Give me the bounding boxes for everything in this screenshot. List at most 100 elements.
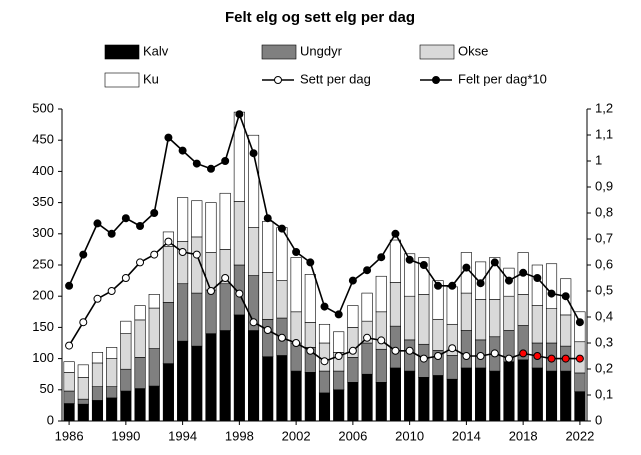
y-tick-label: 300 [32, 225, 54, 240]
marker [277, 333, 286, 342]
bar [489, 299, 501, 338]
bar [446, 378, 458, 422]
marker [263, 326, 272, 334]
bar [290, 370, 302, 422]
marker [391, 346, 400, 355]
marker [263, 214, 272, 223]
bar [134, 388, 146, 422]
bar [560, 314, 572, 347]
bar [404, 370, 416, 422]
x-tick-label: 1990 [111, 428, 140, 443]
x-tick-label: 2010 [395, 428, 424, 443]
bar [191, 200, 203, 238]
y2-tick-label: 0,6 [595, 256, 613, 271]
bar [262, 272, 274, 320]
marker [121, 274, 130, 282]
bar [404, 295, 416, 341]
bar [517, 294, 529, 326]
marker [164, 133, 173, 142]
bar [347, 305, 359, 328]
bar [219, 330, 231, 422]
marker [504, 354, 513, 363]
y-tick-label: 400 [32, 163, 54, 178]
bar [63, 361, 75, 373]
y-tick-label: 350 [32, 194, 54, 209]
marker [575, 354, 584, 363]
bar [148, 348, 160, 387]
y-tick-label: 50 [40, 381, 54, 396]
marker [221, 157, 230, 165]
marker [107, 287, 116, 295]
marker [348, 276, 357, 285]
x-tick-label: 2014 [452, 428, 481, 443]
bar [205, 202, 217, 253]
marker [462, 352, 471, 360]
bar [418, 377, 430, 422]
marker [504, 276, 513, 285]
y2-tick-label: 0,5 [595, 282, 613, 297]
marker [419, 261, 428, 269]
bar [304, 372, 316, 422]
bar [318, 342, 331, 372]
bar [489, 257, 501, 300]
marker [476, 279, 485, 288]
marker [107, 229, 116, 238]
bar [77, 403, 89, 422]
bar [162, 245, 174, 303]
bar [375, 275, 387, 313]
y-tick-label: 150 [32, 319, 54, 334]
legend-label: Ungdyr [300, 43, 343, 58]
marker [334, 310, 343, 319]
bar [475, 299, 487, 341]
bar [531, 367, 543, 422]
bar [517, 359, 529, 422]
bar [120, 368, 132, 392]
x-tick-label: 1994 [168, 428, 197, 443]
bar [333, 370, 345, 391]
bar [63, 390, 75, 404]
marker [490, 349, 499, 358]
y-tick-label: 250 [32, 256, 54, 271]
marker [178, 146, 187, 155]
bar [404, 339, 416, 372]
marker [277, 224, 286, 233]
marker [150, 209, 159, 217]
bar [148, 294, 160, 309]
marker [533, 274, 542, 282]
bar [276, 280, 288, 319]
bar [361, 292, 373, 322]
marker [377, 336, 386, 345]
y2-tick-label: 0,9 [595, 178, 613, 193]
bar [446, 286, 458, 325]
bar [361, 342, 373, 375]
marker [462, 263, 471, 272]
marker [192, 159, 201, 168]
bar [318, 370, 331, 394]
bar [503, 295, 515, 331]
bar [276, 355, 288, 422]
marker [93, 294, 102, 303]
marker [448, 344, 457, 353]
marker [221, 274, 230, 282]
bar [574, 372, 586, 392]
bar [531, 305, 543, 344]
bar [489, 370, 501, 422]
bar [404, 253, 416, 297]
bar [205, 333, 217, 422]
bar [162, 302, 174, 364]
marker [292, 248, 301, 256]
marker [206, 164, 215, 173]
legend-label: Sett per dag [300, 71, 371, 86]
chart-title: Felt elg og sett elg per dag [225, 9, 415, 26]
bar [148, 385, 160, 422]
bar [162, 363, 174, 422]
bar [106, 358, 118, 387]
marker [561, 354, 570, 363]
bar [347, 357, 359, 383]
bar [460, 292, 472, 331]
bar [120, 333, 132, 370]
marker [476, 352, 485, 360]
marker [292, 339, 301, 347]
bar [304, 322, 316, 348]
